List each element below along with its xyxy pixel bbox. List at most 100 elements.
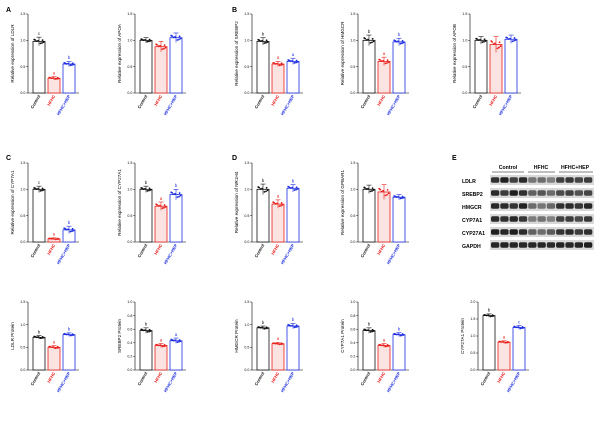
y-tick-label: 1.0 [470, 334, 475, 338]
data-point [65, 62, 68, 65]
blot-band [509, 190, 518, 196]
data-point [401, 195, 404, 198]
significance-letter: a [277, 336, 280, 341]
blot-band [574, 177, 583, 183]
data-point [33, 187, 36, 189]
data-point [296, 188, 299, 190]
data-point [69, 334, 72, 337]
data-point [170, 34, 173, 37]
blot-row-label-cyp27a1: CYP27A1 [462, 231, 485, 237]
data-point [369, 190, 372, 193]
data-point [402, 41, 405, 44]
data-point [157, 205, 160, 207]
data-point [399, 197, 402, 200]
y-tick-label: 1.5 [470, 317, 475, 321]
data-point [144, 329, 146, 332]
data-point [384, 345, 387, 348]
data-point [281, 63, 284, 66]
data-point [178, 195, 180, 198]
blot-band [584, 242, 593, 248]
blot-band [509, 229, 518, 235]
data-point [263, 190, 266, 193]
data-point [280, 204, 282, 207]
data-point [259, 188, 262, 190]
y-axis-label: SREBP2 Protein [117, 319, 122, 353]
data-point [265, 190, 267, 193]
data-point [489, 315, 492, 318]
y-tick-label: 0.2 [127, 355, 132, 359]
y-tick-label: 1.0 [350, 39, 355, 43]
data-point [48, 345, 51, 348]
blot-band [537, 203, 546, 209]
data-point [278, 343, 281, 346]
blot-header-hfhc: HFHC [534, 165, 549, 171]
data-point [157, 344, 160, 347]
data-point [289, 60, 292, 63]
data-point [71, 64, 73, 66]
y-tick-label: 1.5 [20, 300, 25, 304]
significance-letter: a [53, 339, 56, 344]
blot-band [518, 190, 528, 196]
data-point [142, 329, 145, 332]
data-point [33, 335, 36, 338]
data-point [67, 62, 69, 65]
data-point [483, 40, 485, 43]
data-point [490, 40, 493, 42]
y-tick-label: 1.5 [127, 12, 132, 16]
data-point [505, 36, 508, 39]
y-tick-label: 1.5 [244, 12, 249, 16]
blot-band [537, 242, 546, 248]
data-point [41, 39, 44, 42]
data-point [265, 41, 267, 44]
bar-hfhc-hep [286, 187, 300, 243]
data-point [41, 187, 44, 190]
y-tick-label: 1.0 [350, 300, 355, 304]
blot-band [491, 242, 500, 248]
data-point [148, 330, 150, 333]
data-point [69, 230, 72, 233]
data-point [289, 187, 292, 189]
data-point [507, 38, 510, 40]
data-point [159, 344, 161, 347]
data-point [178, 192, 181, 194]
data-point [54, 238, 57, 241]
blot-band [500, 177, 509, 183]
data-point [272, 201, 275, 204]
y-tick-label: 0.4 [350, 341, 355, 345]
data-point [367, 38, 369, 41]
data-point [401, 42, 403, 45]
bar-hfhc [154, 205, 168, 243]
data-point [281, 203, 284, 206]
y-tick-label: 0.5 [20, 346, 25, 350]
data-point [367, 187, 369, 190]
data-point [155, 43, 158, 46]
data-point [48, 237, 51, 240]
data-point [372, 189, 375, 192]
data-point [144, 187, 146, 190]
data-point [63, 332, 66, 335]
data-point [295, 324, 298, 327]
data-point [296, 325, 299, 328]
blot-band [574, 216, 583, 222]
x-tick-label-control: Control [30, 94, 42, 109]
data-point [481, 41, 484, 44]
data-point [159, 204, 161, 207]
data-point [401, 334, 403, 337]
data-point [393, 39, 396, 42]
y-tick-label: 0.5 [127, 65, 132, 69]
x-tick-label-hfhc: HFHC [153, 243, 163, 256]
data-point [272, 342, 275, 344]
chart-relative-expression-of-hmgcr: 0.0 0.5 1.0 1.5 Relative expression of HMGCR… [340, 12, 409, 116]
y-tick-label: 0.0 [127, 240, 132, 244]
y-tick-label: 1.0 [127, 300, 132, 304]
bar-hfhc [47, 77, 61, 94]
data-point [37, 39, 39, 42]
blot-band [509, 203, 518, 209]
data-point [174, 339, 176, 342]
x-tick-label-hfhc: HFHC [46, 371, 56, 384]
data-point [56, 76, 59, 79]
bar-hfhc-hep [392, 196, 406, 243]
y-tick-label: 0.5 [350, 214, 355, 218]
significance-letter: b [68, 327, 71, 332]
data-point [386, 62, 388, 64]
